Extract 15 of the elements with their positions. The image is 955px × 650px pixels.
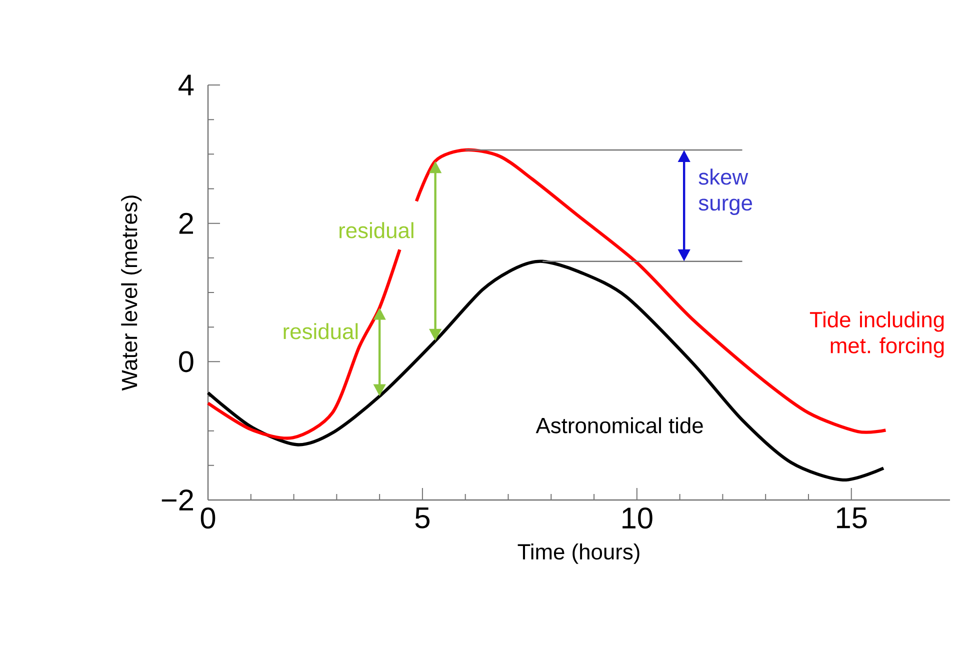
x-tick-label: 10 [622,508,652,529]
y-tick-label: 2 [179,212,193,234]
text: Tide including met. forcing [810,311,944,358]
annotation: residual [340,222,414,238]
x-tick-label: 0 [200,508,216,529]
y-tick-label: 4 [178,74,194,96]
x-tick-label: 5 [415,508,430,528]
x-tick-label: 15 [837,508,867,528]
y-tick-label: 0 [179,351,194,372]
x-axis-title: Time (hours) [518,544,640,564]
y-tick-label: −2 [162,490,193,510]
annotation: skew surge [698,168,752,216]
annotation: residual [284,323,358,340]
y-axis-title: Water level (metres) [121,196,142,391]
series-label: Astronomical tide [536,417,703,434]
